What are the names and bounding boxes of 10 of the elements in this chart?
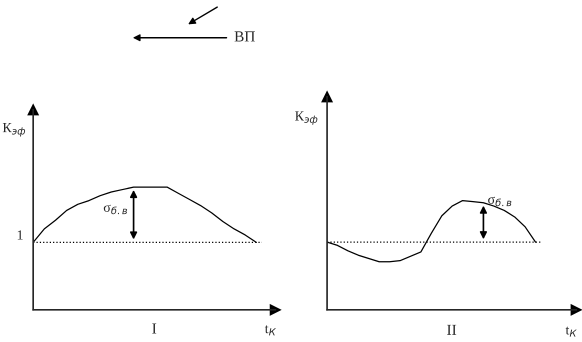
- text: II: [447, 324, 456, 335]
- y-axis-title: К$_{эф}$: [2, 123, 26, 136]
- text: I: [152, 324, 156, 334]
- text: ВП: [234, 31, 255, 42]
- annotation: σ$_{б.в}$: [104, 204, 128, 214]
- ref-line-label: 1: [18, 230, 23, 240]
- x-axis-title: t$_{К}$: [264, 325, 276, 336]
- y-axis-title: К$_{эф}$: [295, 111, 318, 125]
- annotation: σ$_{б.в}$: [488, 196, 512, 206]
- x-axis-title: t$_{К}$: [566, 326, 577, 337]
